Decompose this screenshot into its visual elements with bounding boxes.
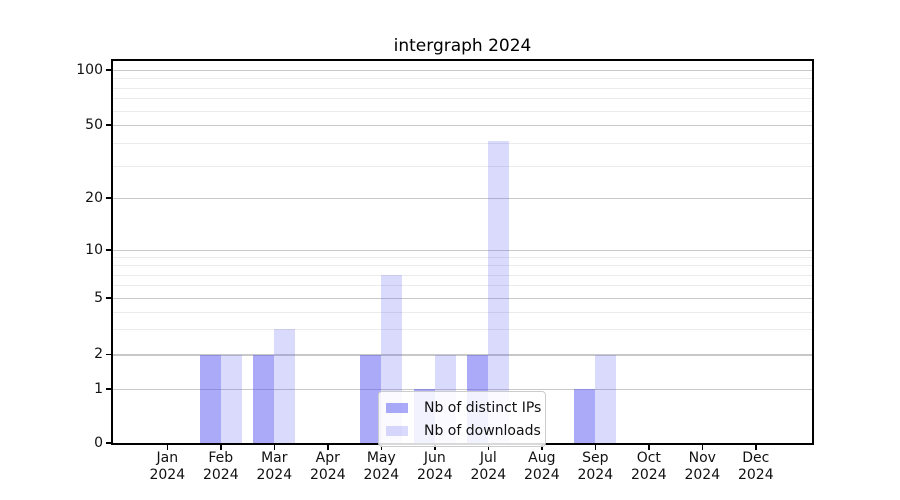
y-tick-label-50: 50 [85,116,103,133]
x-tick-sep [594,445,597,450]
bar-distinct-ips-may [360,354,382,443]
bar-downloads-feb [220,354,242,443]
x-tick-oct [648,445,650,450]
legend-swatch-distinct-ips [386,402,408,413]
legend: Nb of distinct IPs Nb of downloads [378,391,546,447]
y-tick-label-0: 0 [94,434,103,451]
y-tick-label-10: 10 [85,241,103,258]
x-tick-nov [701,445,704,450]
gridline-major [113,388,812,391]
gridline-minor [113,274,812,276]
x-tick-feb [220,445,222,450]
x-tick-label-apr: Apr 2024 [309,450,346,483]
gridline-minor [113,329,812,331]
gridline-minor [113,257,812,259]
x-tick-label-dec: Dec 2024 [737,450,774,483]
x-tick-jun [434,445,436,450]
gridline-minor [113,311,812,313]
legend-item-downloads: Nb of downloads [386,419,541,442]
x-tick-label-aug: Aug 2024 [523,450,560,483]
y-tick-5 [106,297,111,299]
gridline-minor [113,98,812,100]
bar-distinct-ips-sep [574,389,596,443]
y-tick-label-5: 5 [94,289,103,306]
x-tick-dec [755,445,757,450]
gridline-minor [113,110,812,112]
gridline-major [113,297,812,300]
legend-label: Nb of distinct IPs [424,399,542,416]
y-tick-label-20: 20 [85,189,103,206]
y-tick-0 [106,442,111,444]
y-tick-20 [106,197,111,199]
gridline-major [113,124,812,127]
bar-downloads-mar [274,329,296,443]
x-tick-label-sep: Sep 2024 [577,450,614,483]
gridline-minor [113,285,812,287]
x-tick-label-feb: Feb 2024 [202,450,239,483]
bar-downloads-jul [488,140,510,443]
x-tick-label-jan: Jan 2024 [149,450,186,483]
y-tick-10 [106,249,111,251]
y-tick-label-2: 2 [94,346,103,362]
legend-swatch-downloads [386,425,408,436]
x-tick-jul [487,445,490,450]
gridline-major [113,354,812,356]
bar-downloads-sep [595,354,617,443]
plot-area: Jan 2024 Feb 2024 Mar 2024 Apr 2024 May 2024 Jun 20… [76,59,814,483]
x-tick-may [380,445,383,450]
x-tick-label-mar: Mar 2024 [256,450,293,483]
x-tick-label-jul: Jul 2024 [470,450,507,483]
x-tick-label-jun: Jun 2024 [416,450,453,483]
gridline-minor [113,265,812,267]
gridline-major [113,249,812,252]
x-tick-apr [327,445,329,450]
x-tick-mar [273,445,276,450]
gridline-minor [113,78,812,80]
chart-title: intergraph 2024 [393,36,532,56]
x-tick-label-may: May 2024 [363,450,400,483]
x-tick-label-oct: Oct 2024 [630,450,667,483]
gridline-major [113,69,812,72]
y-tick-label-1: 1 [94,380,103,397]
legend-item-distinct-ips: Nb of distinct IPs [386,396,541,419]
y-tick-2 [106,353,111,356]
gridline-minor [113,142,812,144]
y-tick-50 [106,124,111,126]
legend-label: Nb of downloads [424,422,541,439]
x-tick-jan [166,445,169,450]
y-tick-label-100: 100 [76,61,103,78]
gridline-major [113,197,812,200]
y-tick-1 [106,388,111,390]
bar-distinct-ips-mar [253,354,275,443]
x-tick-label-nov: Nov 2024 [684,450,721,483]
gridline-minor [113,87,812,89]
y-tick-100 [106,69,111,71]
x-tick-aug [541,445,543,450]
gridline-minor [113,165,812,167]
bar-distinct-ips-feb [199,354,221,443]
